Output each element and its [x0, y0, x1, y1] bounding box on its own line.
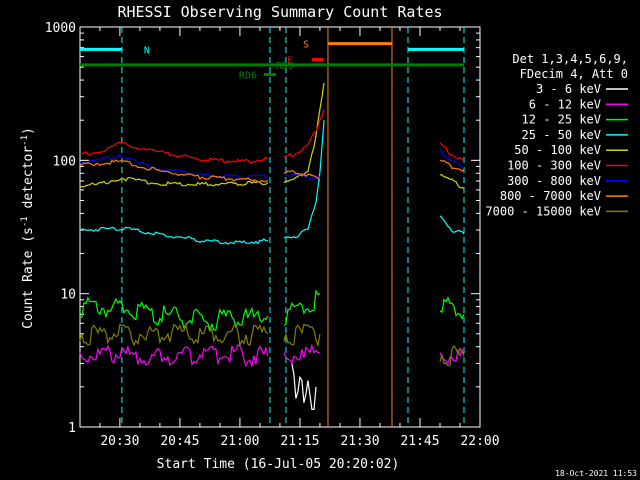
y-tick-label: 1: [68, 421, 76, 436]
series-line: [79, 226, 268, 245]
series-line: [291, 363, 317, 410]
flag-label: S: [303, 40, 309, 51]
series-line: [79, 176, 269, 189]
series-line: [439, 159, 465, 172]
legend-entry-label: 3 - 6 keV: [536, 82, 601, 96]
legend: Det 1,3,4,5,6,9,FDecim 4, Att 03 - 6 keV…: [485, 52, 628, 218]
legend-entry-label: 7000 - 15000 keV: [485, 204, 601, 218]
x-tick-label: 21:45: [400, 434, 439, 449]
series-line: [283, 343, 321, 364]
series-line: [439, 142, 465, 161]
x-tick-label: 20:45: [160, 434, 199, 449]
series-line: [79, 141, 269, 164]
y-axis-label: Count Rate (s-1 detector-1): [20, 127, 36, 329]
legend-entry-label: 100 - 300 keV: [507, 159, 601, 173]
y-tick-label: 100: [53, 154, 76, 169]
series-line: [283, 288, 321, 327]
x-tick-label: 20:30: [100, 434, 139, 449]
series-line: [79, 322, 269, 348]
series-line: [439, 348, 465, 365]
legend-entry-label: 6 - 12 keV: [529, 97, 601, 111]
series-line: [79, 159, 269, 183]
series-line: [79, 344, 269, 368]
plot-frame: [79, 26, 481, 428]
x-tick-label: 21:30: [340, 434, 379, 449]
x-tick-label: 21:00: [220, 434, 259, 449]
series-line: [439, 296, 465, 321]
series-line: [439, 215, 465, 235]
chart-title: RHESSI Observing Summary Count Rates: [117, 3, 442, 21]
flag-label: RD9: [276, 61, 294, 72]
flag-label: N: [144, 45, 150, 56]
series-line: [283, 170, 321, 182]
series-line: [283, 82, 325, 184]
series-line: [283, 323, 321, 348]
series-line: [439, 344, 465, 367]
y-tick-label: 10: [60, 288, 76, 303]
series-line: [283, 109, 325, 158]
legend-entry-label: 800 - 7000 keV: [500, 189, 601, 203]
series-line: [439, 149, 465, 169]
legend-entry-label: 300 - 800 keV: [507, 174, 601, 188]
legend-entry-label: 12 - 25 keV: [522, 113, 601, 127]
flag-label: RD6: [239, 71, 257, 82]
x-tick-label: 21:15: [280, 434, 319, 449]
series-line: [79, 153, 269, 180]
flag-label: F: [287, 56, 293, 67]
legend-entry-label: 50 - 100 keV: [514, 143, 601, 157]
legend-entry-label: 25 - 50 keV: [522, 128, 601, 142]
svg-text:Count Rate (s-1 detector-1): Count Rate (s-1 detector-1): [20, 127, 36, 329]
timestamp: 18-Oct-2021 11:53: [555, 469, 637, 478]
y-tick-label: 1000: [45, 21, 76, 36]
series-line: [283, 120, 325, 239]
series-line: [440, 174, 465, 189]
x-axis-label: Start Time (16-Jul-05 20:20:02): [157, 457, 400, 472]
legend-header: FDecim 4, Att 0: [520, 67, 628, 81]
legend-header: Det 1,3,4,5,6,9,: [512, 52, 628, 66]
x-tick-label: 22:00: [460, 434, 499, 449]
